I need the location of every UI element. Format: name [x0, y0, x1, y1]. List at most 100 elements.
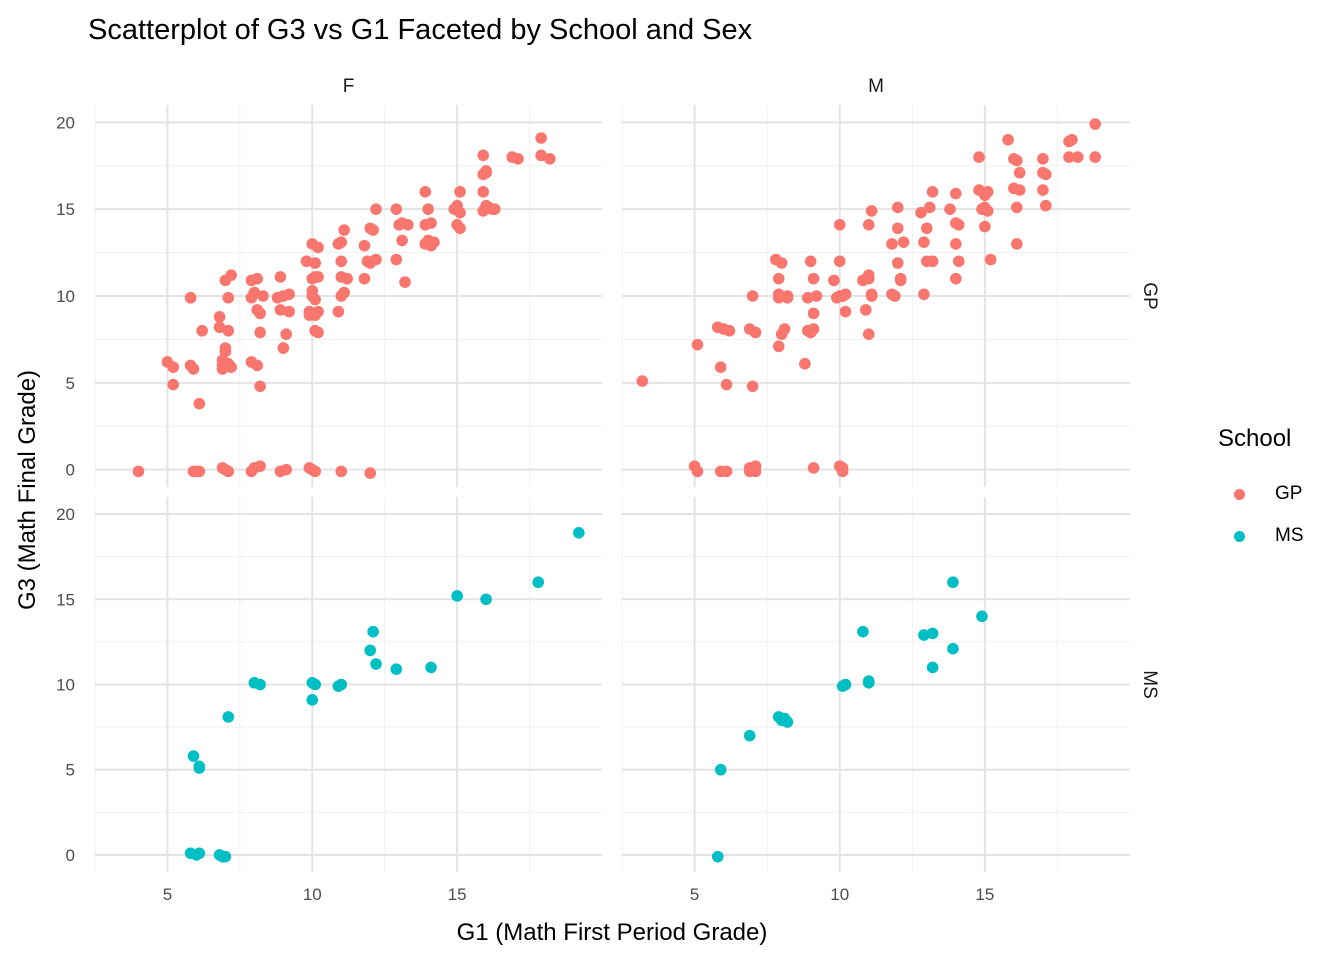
data-point-gp-f: [216, 354, 229, 367]
data-point-gp-m: [807, 307, 820, 320]
data-point-gp-m: [926, 255, 939, 268]
data-point-gp-m: [891, 257, 904, 269]
data-point-gp-m: [1063, 151, 1075, 163]
data-point-gp-m: [828, 274, 840, 287]
data-point-gp-m: [973, 151, 985, 163]
facet-strip-label-ms: MS: [1139, 670, 1160, 699]
data-point-gp-f: [338, 224, 350, 236]
y-tick-label: 5: [66, 761, 75, 780]
data-point-gp-f: [358, 239, 371, 252]
data-point-gp-f: [280, 328, 293, 341]
data-point-gp-m: [886, 288, 898, 301]
data-point-gp-f: [370, 203, 382, 215]
legend-label-ms: MS: [1275, 525, 1304, 546]
data-point-gp-f: [390, 203, 403, 215]
data-point-gp-f: [257, 290, 269, 302]
data-point-ms-m: [976, 610, 988, 623]
data-point-gp-m: [1002, 133, 1014, 146]
data-point-ms-m: [947, 576, 959, 589]
data-point-gp-f: [306, 463, 319, 476]
data-point-gp-f: [402, 219, 414, 231]
data-point-gp-m: [1010, 238, 1023, 250]
data-point-gp-f: [222, 324, 235, 337]
data-point-ms-f: [306, 694, 319, 706]
data-point-gp-f: [425, 217, 437, 229]
data-point-ms-f: [532, 576, 545, 589]
data-point-gp-f: [489, 203, 501, 215]
data-point-gp-f: [306, 290, 319, 302]
data-point-ms-f: [480, 593, 492, 606]
data-point-gp-f: [187, 363, 200, 375]
data-point-gp-m: [886, 238, 898, 250]
data-point-gp-f: [193, 397, 206, 410]
data-point-gp-m: [860, 304, 872, 316]
data-point-gp-f: [300, 255, 313, 268]
data-point-gp-f: [251, 272, 264, 285]
data-point-ms-m: [714, 763, 727, 776]
data-point-gp-m: [862, 272, 875, 285]
data-point-gp-m: [1010, 154, 1023, 167]
data-point-gp-m: [775, 328, 788, 341]
data-point-gp-m: [944, 203, 956, 215]
data-point-gp-m: [807, 272, 820, 285]
data-point-gp-m: [1013, 166, 1026, 179]
data-point-gp-m: [1010, 201, 1023, 214]
data-point-gp-m: [1037, 184, 1049, 196]
data-point-gp-m: [950, 272, 962, 285]
data-point-gp-m: [952, 255, 965, 268]
data-point-gp-m: [807, 462, 820, 474]
data-point-gp-f: [225, 269, 237, 281]
data-point-ms-f: [370, 658, 382, 670]
data-point-gp-m: [950, 217, 962, 229]
data-point-gp-m: [926, 186, 939, 198]
data-point-gp-f: [335, 465, 348, 478]
data-point-gp-f: [274, 271, 287, 283]
data-point-gp-f: [480, 165, 492, 177]
data-point-gp-m: [1013, 184, 1026, 196]
data-point-gp-f: [367, 224, 379, 236]
y-tick-label: 5: [66, 374, 75, 393]
data-point-gp-f: [309, 271, 321, 283]
data-point-gp-f: [358, 272, 371, 285]
data-point-ms-m: [743, 729, 756, 742]
data-point-ms-f: [254, 678, 266, 691]
data-point-gp-m: [781, 291, 794, 304]
data-point-ms-f: [219, 850, 232, 863]
data-point-gp-m: [714, 361, 727, 373]
data-point-ms-f: [193, 847, 206, 860]
data-point-gp-m: [804, 255, 817, 268]
data-point-gp-m: [981, 205, 994, 217]
data-point-ms-f: [451, 590, 463, 602]
data-point-gp-m: [1040, 168, 1052, 181]
data-point-gp-m: [833, 219, 846, 231]
data-point-gp-m: [833, 255, 846, 268]
x-tick-label: 15: [975, 885, 994, 904]
data-point-gp-f: [428, 236, 440, 248]
data-point-gp-f: [422, 203, 434, 215]
facet-strip-label-f: F: [343, 76, 355, 97]
data-point-gp-m: [865, 205, 878, 217]
data-point-ms-f: [364, 644, 377, 657]
data-point-gp-f: [419, 238, 432, 250]
data-point-gp-f: [280, 463, 293, 476]
legend: School GP MS: [1218, 425, 1304, 557]
data-point-gp-m: [772, 340, 785, 353]
data-point-gp-f: [399, 276, 411, 288]
data-point-gp-m: [915, 206, 927, 219]
data-point-gp-f: [544, 153, 556, 165]
data-point-gp-m: [950, 238, 962, 250]
data-point-gp-m: [746, 380, 759, 393]
data-point-gp-m: [801, 291, 814, 304]
data-point-gp-m: [918, 288, 930, 301]
data-point-gp-m: [918, 236, 930, 248]
data-point-gp-f: [335, 236, 348, 248]
data-point-gp-f: [309, 324, 321, 337]
legend-item-ms: MS: [1218, 515, 1304, 557]
data-point-gp-f: [254, 460, 266, 472]
x-axis-title: G1 (Math First Period Grade): [457, 919, 768, 946]
data-point-gp-f: [193, 465, 206, 478]
y-tick-label: 20: [56, 113, 75, 132]
data-point-gp-m: [981, 186, 994, 198]
data-point-gp-f: [274, 304, 287, 316]
data-point-gp-f: [184, 291, 197, 304]
